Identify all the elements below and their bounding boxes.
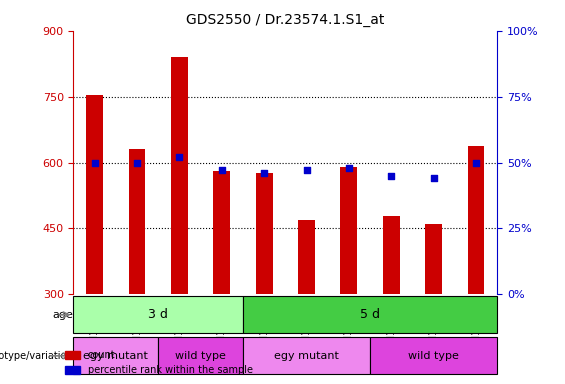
FancyBboxPatch shape [73,296,243,333]
Text: age: age [53,310,73,320]
Point [344,165,354,171]
FancyBboxPatch shape [243,338,370,374]
Point [386,173,396,179]
Bar [425,224,442,294]
Bar [214,171,231,294]
FancyBboxPatch shape [158,338,243,374]
Text: wild type: wild type [408,351,459,361]
Text: wild type: wild type [175,351,226,361]
Point [302,167,311,174]
Text: genotype/variation: genotype/variation [0,351,73,361]
Point [175,154,184,160]
Bar [298,220,315,294]
Title: GDS2550 / Dr.23574.1.S1_at: GDS2550 / Dr.23574.1.S1_at [186,13,385,27]
Text: 5 d: 5 d [360,308,380,321]
Point [429,175,438,181]
Point [132,159,141,166]
FancyBboxPatch shape [243,296,497,333]
Text: egy mutant: egy mutant [274,351,339,361]
Point [217,167,226,174]
Bar [255,174,273,294]
Text: 3 d: 3 d [148,308,168,321]
Text: egy mutant: egy mutant [84,351,148,361]
Bar [468,146,485,294]
FancyBboxPatch shape [73,338,158,374]
FancyBboxPatch shape [370,338,497,374]
Point [259,170,269,176]
Bar [340,167,358,294]
Point [471,159,480,166]
Bar [128,149,146,294]
Point [90,159,99,166]
Bar [383,216,399,294]
Bar [171,57,188,294]
Legend: count, percentile rank within the sample: count, percentile rank within the sample [62,346,257,379]
Bar [86,95,103,294]
